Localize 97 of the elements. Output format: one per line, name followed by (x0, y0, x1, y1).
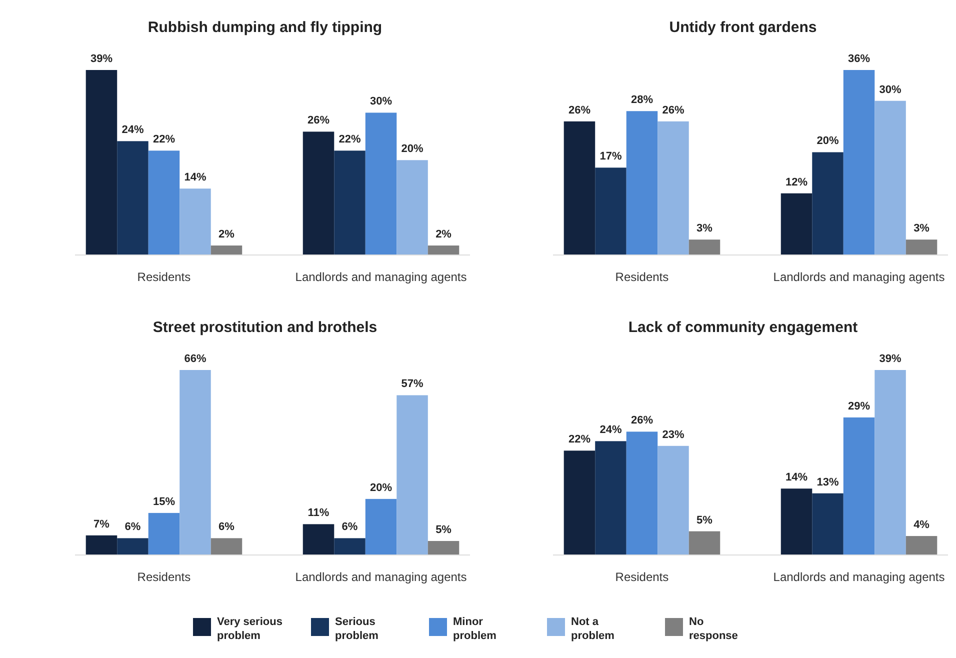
bar (626, 432, 658, 555)
bar (210, 538, 242, 555)
data-label: 66% (184, 353, 206, 365)
data-label: 13% (816, 476, 839, 488)
bar (874, 370, 906, 555)
bar (86, 70, 118, 255)
bar (843, 417, 875, 555)
bar (780, 193, 812, 255)
x-tick-label: Landlords and managing agents (773, 570, 945, 584)
chart-title: Street prostitution and brothels (152, 319, 378, 336)
bar (148, 512, 180, 555)
data-label: 2% (218, 228, 235, 241)
data-label: 24% (600, 424, 622, 436)
bar (365, 498, 397, 555)
data-label: 29% (848, 400, 870, 412)
bar (334, 538, 366, 555)
bar (302, 524, 334, 555)
data-label: 6% (342, 521, 358, 534)
bar (906, 536, 938, 555)
data-label: 5% (696, 514, 713, 526)
data-label: 22% (152, 134, 176, 146)
data-label: 5% (436, 524, 452, 536)
bar (428, 246, 460, 255)
data-label: 36% (848, 53, 870, 65)
data-label: 20% (370, 482, 392, 494)
bar (595, 441, 626, 555)
data-label: 14% (184, 172, 206, 184)
data-label: 22% (568, 434, 591, 446)
data-label: 57% (401, 378, 424, 390)
data-label: 26% (307, 114, 330, 127)
x-tick-label: Residents (137, 570, 191, 584)
bar (428, 540, 460, 555)
chart-title: Rubbish dumping and fly tipping (148, 19, 382, 36)
legend-label: Not a problem (571, 616, 615, 642)
chart-title: Lack of community engagement (628, 319, 858, 336)
x-tick-label: Landlords and managing agents (295, 570, 467, 584)
data-label: 22% (338, 134, 361, 146)
bar (906, 240, 938, 255)
bar (658, 121, 689, 255)
bar (812, 152, 844, 255)
data-label: 14% (785, 472, 808, 484)
bar (180, 370, 211, 555)
data-label: 15% (152, 496, 176, 508)
bar (117, 538, 148, 555)
data-label: 11% (308, 507, 330, 520)
bar (334, 150, 366, 255)
legend-label: Serious problem (335, 616, 379, 642)
data-label: 6% (124, 521, 141, 534)
data-label: 24% (122, 124, 144, 136)
data-label: 7% (94, 518, 110, 530)
bar (780, 488, 812, 555)
x-tick-label: Residents (615, 570, 669, 584)
bar (180, 188, 211, 255)
bar (688, 531, 720, 555)
data-label: 26% (630, 414, 654, 427)
data-label: 20% (816, 135, 839, 148)
data-label: 17% (600, 150, 622, 163)
data-label: 23% (662, 428, 684, 441)
bar (365, 112, 397, 255)
data-label: 26% (662, 104, 684, 116)
data-label: 20% (401, 143, 424, 156)
bar (396, 160, 428, 255)
bar (117, 141, 148, 255)
bar (86, 535, 118, 555)
bar (658, 446, 689, 555)
data-label: 6% (218, 521, 235, 534)
bar (812, 493, 844, 555)
data-label: 4% (914, 519, 930, 532)
bar (302, 132, 334, 255)
bar (396, 395, 428, 555)
bar (626, 111, 658, 255)
bar (210, 246, 242, 255)
x-tick-label: Landlords and managing agents (295, 270, 467, 284)
legend-label: Minor problem (453, 616, 497, 642)
data-label: 39% (879, 353, 902, 365)
bar (874, 100, 906, 255)
data-label: 12% (785, 176, 808, 188)
data-label: 3% (914, 222, 930, 235)
x-tick-label: Residents (137, 270, 191, 284)
data-label: 3% (696, 222, 713, 235)
bar (148, 150, 180, 255)
bar (564, 450, 596, 555)
bar (843, 70, 875, 255)
data-label: 39% (90, 53, 113, 65)
legend-label: Very serious problem (217, 616, 282, 642)
data-label: 2% (436, 228, 452, 241)
bar (595, 168, 626, 255)
bar (688, 240, 720, 255)
data-label: 28% (630, 94, 654, 106)
legend-label: No response (689, 616, 738, 642)
x-tick-label: Landlords and managing agents (773, 270, 945, 284)
data-label: 30% (370, 96, 392, 108)
bar (564, 121, 596, 255)
data-label: 26% (568, 104, 591, 116)
x-tick-label: Residents (615, 270, 669, 284)
data-label: 30% (879, 84, 902, 96)
chart-title: Untidy front gardens (669, 19, 817, 36)
